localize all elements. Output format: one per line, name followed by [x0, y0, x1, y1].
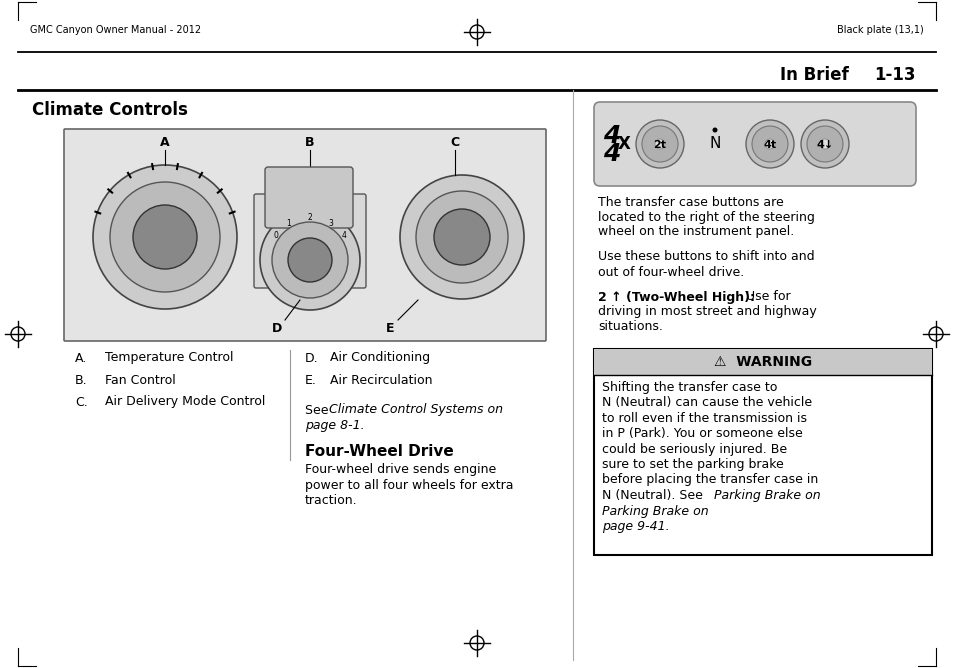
Circle shape	[806, 126, 842, 162]
Circle shape	[745, 120, 793, 168]
Text: C: C	[450, 136, 459, 148]
Text: page 9-41.: page 9-41.	[601, 520, 669, 533]
Circle shape	[641, 126, 678, 162]
Text: 4t: 4t	[762, 140, 776, 150]
Text: before placing the transfer case in: before placing the transfer case in	[601, 474, 818, 486]
FancyBboxPatch shape	[594, 102, 915, 186]
Circle shape	[801, 120, 848, 168]
Text: 1-13: 1-13	[874, 66, 915, 84]
Text: C.: C.	[75, 395, 88, 409]
Circle shape	[434, 209, 490, 265]
Text: situations.: situations.	[598, 321, 662, 333]
Text: N: N	[709, 136, 720, 152]
Circle shape	[260, 210, 359, 310]
Text: out of four-wheel drive.: out of four-wheel drive.	[598, 265, 743, 279]
Text: power to all four wheels for extra: power to all four wheels for extra	[305, 478, 513, 492]
Circle shape	[272, 222, 348, 298]
Circle shape	[110, 182, 220, 292]
Text: located to the right of the steering: located to the right of the steering	[598, 210, 814, 224]
Text: B: B	[305, 136, 314, 148]
Text: Four-Wheel Drive: Four-Wheel Drive	[305, 444, 454, 460]
Text: GMC Canyon Owner Manual - 2012: GMC Canyon Owner Manual - 2012	[30, 25, 201, 35]
Text: D.: D.	[305, 351, 318, 365]
Text: 3: 3	[328, 219, 334, 228]
Text: B.: B.	[75, 373, 88, 387]
Text: ⚠  WARNING: ⚠ WARNING	[713, 355, 811, 369]
Circle shape	[92, 165, 236, 309]
Text: to roll even if the transmission is: to roll even if the transmission is	[601, 411, 806, 424]
Circle shape	[636, 120, 683, 168]
Bar	[594, 349, 931, 375]
Text: The transfer case buttons are: The transfer case buttons are	[598, 196, 783, 208]
Text: D: D	[272, 321, 282, 335]
Text: A: A	[160, 136, 170, 148]
Text: Air Recirculation: Air Recirculation	[330, 373, 432, 387]
FancyBboxPatch shape	[253, 194, 366, 288]
Text: Shifting the transfer case to: Shifting the transfer case to	[601, 381, 777, 393]
Text: Air Delivery Mode Control: Air Delivery Mode Control	[105, 395, 265, 409]
Text: N (Neutral) can cause the vehicle: N (Neutral) can cause the vehicle	[601, 396, 811, 409]
Text: In Brief: In Brief	[780, 66, 848, 84]
Circle shape	[751, 126, 787, 162]
Text: X: X	[617, 135, 630, 153]
Text: driving in most street and highway: driving in most street and highway	[598, 305, 816, 319]
Text: Use for: Use for	[745, 291, 790, 303]
Text: 0: 0	[273, 231, 277, 240]
Text: 2 ↑ (Two-Wheel High):: 2 ↑ (Two-Wheel High):	[598, 291, 754, 303]
Circle shape	[820, 139, 829, 149]
Text: Temperature Control: Temperature Control	[105, 351, 233, 365]
Circle shape	[764, 139, 774, 149]
Text: traction.: traction.	[305, 494, 357, 506]
Circle shape	[288, 238, 332, 282]
Text: Air Conditioning: Air Conditioning	[330, 351, 430, 365]
Text: could be seriously injured. Be: could be seriously injured. Be	[601, 442, 786, 456]
Text: sure to set the parking brake: sure to set the parking brake	[601, 458, 783, 471]
Text: Parking Brake on: Parking Brake on	[601, 504, 708, 518]
Text: N (Neutral). See: N (Neutral). See	[601, 489, 706, 502]
Text: Climate Control Systems on: Climate Control Systems on	[329, 403, 502, 417]
Text: 4: 4	[341, 231, 347, 240]
Text: Parking Brake on: Parking Brake on	[713, 489, 820, 502]
Text: 4: 4	[602, 124, 620, 148]
FancyBboxPatch shape	[265, 167, 353, 228]
Text: Fan Control: Fan Control	[105, 373, 175, 387]
Circle shape	[655, 139, 664, 149]
FancyBboxPatch shape	[64, 129, 545, 341]
Text: page 8-1.: page 8-1.	[305, 418, 364, 432]
Circle shape	[399, 175, 523, 299]
Circle shape	[712, 128, 717, 132]
Circle shape	[416, 191, 507, 283]
Text: wheel on the instrument panel.: wheel on the instrument panel.	[598, 226, 794, 238]
Text: 2t: 2t	[653, 140, 666, 150]
Bar	[594, 349, 931, 555]
Text: E: E	[385, 321, 394, 335]
Text: See: See	[305, 403, 333, 417]
Text: Use these buttons to shift into and: Use these buttons to shift into and	[598, 250, 814, 263]
Text: E.: E.	[305, 373, 316, 387]
Text: Black plate (13,1): Black plate (13,1)	[837, 25, 923, 35]
Text: 1: 1	[286, 219, 291, 228]
Text: in P (Park). You or someone else: in P (Park). You or someone else	[601, 427, 801, 440]
Text: A.: A.	[75, 351, 87, 365]
Text: Four-wheel drive sends engine: Four-wheel drive sends engine	[305, 464, 496, 476]
Text: 4: 4	[602, 142, 620, 166]
Circle shape	[132, 205, 196, 269]
Text: Climate Controls: Climate Controls	[32, 101, 188, 119]
Text: 2: 2	[307, 214, 312, 222]
Text: 4↓: 4↓	[816, 140, 833, 150]
